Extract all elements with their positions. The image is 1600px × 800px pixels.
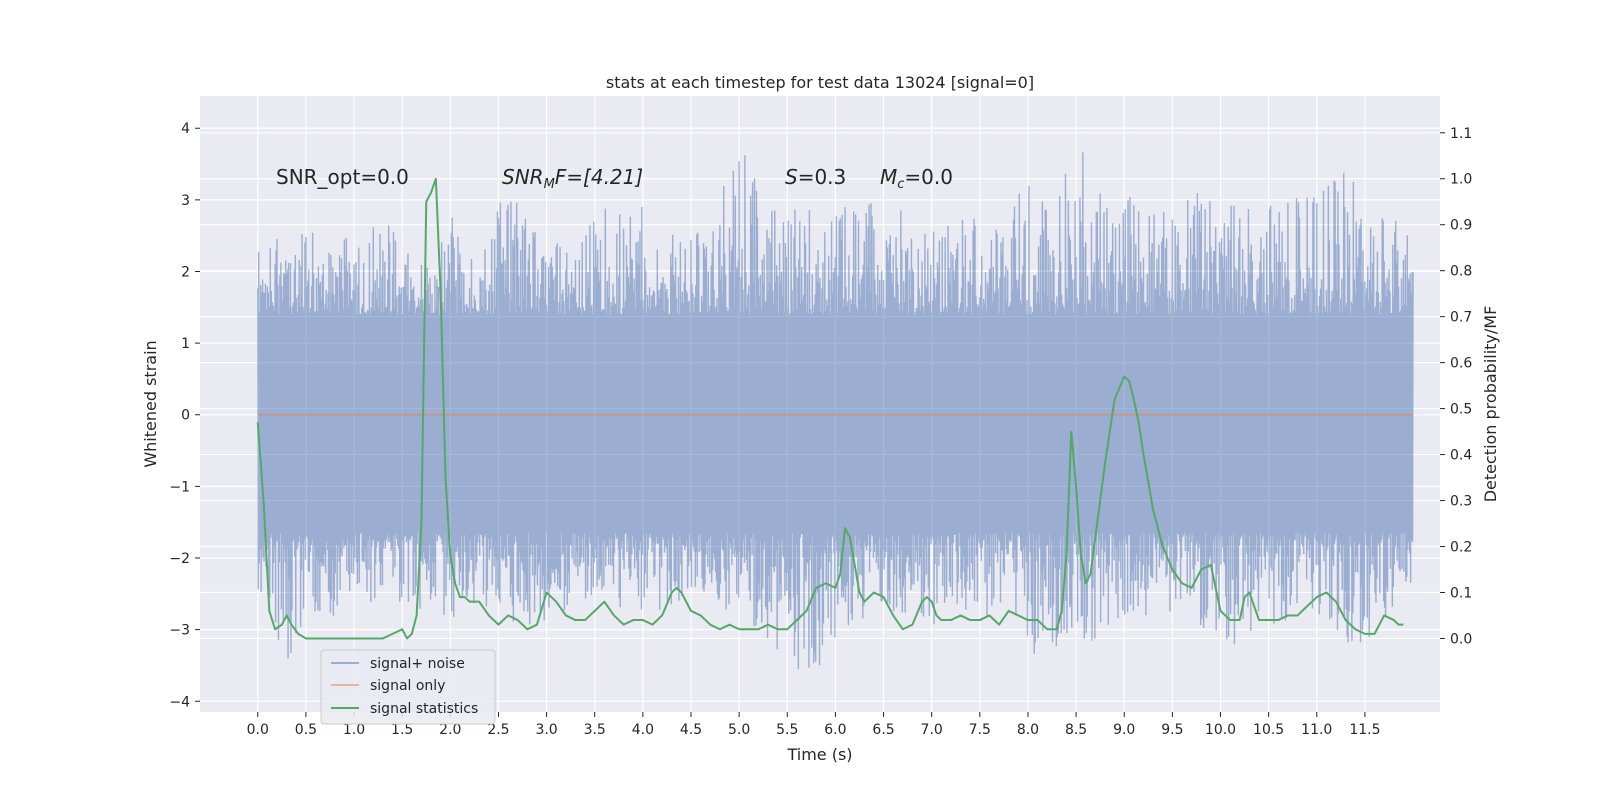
x-tick-label-22: 11.0 xyxy=(1301,722,1332,738)
x-axis-label: Time (s) xyxy=(786,745,852,764)
y-right-tick-label-11: 0.0 xyxy=(1450,631,1472,647)
y-right-tick-label-4: 0.7 xyxy=(1450,310,1472,326)
x-tick-label-11: 5.5 xyxy=(776,722,798,738)
legend: signal+ noise signal only signal statist… xyxy=(320,649,496,725)
y-right-tick-label-5: 0.6 xyxy=(1450,356,1472,372)
x-tick-label-1: 0.5 xyxy=(295,722,317,738)
x-ticks: 0.0 0.5 1.0 1.5 2.0 2.5 3.0 3.5 4.0 4.5 5.0 5.5 6.0 6… xyxy=(247,712,1380,738)
y-right-tick-label-6: 0.5 xyxy=(1450,402,1472,418)
x-tick-label-15: 7.5 xyxy=(969,722,991,738)
x-tick-label-14: 7.0 xyxy=(921,722,943,738)
annotation-s: S=0.3 xyxy=(785,165,846,189)
y-right-tick-label-10: 0.1 xyxy=(1450,585,1472,601)
x-tick-label-8: 4.0 xyxy=(632,722,654,738)
annotation-snr-mf: SNRMF=[4.21] xyxy=(502,165,643,192)
annotation-mc-sub: c xyxy=(897,177,904,192)
y-left-tick-label-6: −2 xyxy=(169,551,190,567)
x-tick-label-13: 6.5 xyxy=(872,722,894,738)
legend-box xyxy=(320,649,496,725)
signal-statistics-line xyxy=(256,177,1404,640)
x-tick-label-2: 1.0 xyxy=(343,722,365,738)
signal-noise-line xyxy=(257,152,1414,670)
annotation-mc-rest: =0.0 xyxy=(904,165,953,189)
x-tick-label-10: 5.0 xyxy=(728,722,750,738)
annotation-snr-mf-main: SNR xyxy=(502,165,544,189)
y-right-tick-label-7: 0.4 xyxy=(1450,448,1472,464)
y-left-tick-label-1: 3 xyxy=(181,193,190,209)
y-left-ticks: 4 3 2 1 0 −1 −2 −3 −4 xyxy=(169,121,200,710)
y-right-tick-label-0: 1.1 xyxy=(1450,126,1472,142)
y-left-tick-label-0: 4 xyxy=(181,121,190,137)
y-left-tick-label-3: 1 xyxy=(181,336,190,352)
y-right-tick-label-9: 0.2 xyxy=(1450,540,1472,556)
y-left-tick-label-4: 0 xyxy=(181,408,190,424)
x-tick-label-19: 9.5 xyxy=(1161,722,1183,738)
x-tick-label-20: 10.0 xyxy=(1205,722,1236,738)
x-tick-label-5: 2.5 xyxy=(487,722,509,738)
chart-title: stats at each timestep for test data 130… xyxy=(606,73,1034,92)
x-tick-label-21: 10.5 xyxy=(1253,722,1284,738)
y-right-tick-label-8: 0.3 xyxy=(1450,494,1472,510)
x-tick-label-17: 8.5 xyxy=(1065,722,1087,738)
legend-label-signal-only: signal only xyxy=(370,678,445,694)
annotation-snr-mf-sub: M xyxy=(544,177,555,192)
annotation-snr-mf-rest: F=[4.21] xyxy=(555,165,643,189)
x-tick-label-3: 1.5 xyxy=(391,722,413,738)
x-tick-label-4: 2.0 xyxy=(439,722,461,738)
x-tick-label-18: 9.0 xyxy=(1113,722,1135,738)
annotation-mc-main: M xyxy=(880,165,897,189)
x-tick-label-6: 3.0 xyxy=(535,722,557,738)
x-tick-label-7: 3.5 xyxy=(584,722,606,738)
x-tick-label-0: 0.0 xyxy=(247,722,269,738)
y-left-axis-label: Whitened strain xyxy=(141,340,160,467)
legend-label-signal-noise: signal+ noise xyxy=(370,656,465,672)
annotation-s-rest: =0.3 xyxy=(798,165,847,189)
series-signal-noise xyxy=(257,152,1414,670)
series-signal-statistics xyxy=(256,177,1404,640)
y-left-tick-label-7: −3 xyxy=(169,623,190,639)
y-right-ticks: 1.1 1.0 0.9 0.8 0.7 0.6 0.5 0.4 0.3 0.2 0.1 0.0 xyxy=(1440,126,1472,647)
legend-label-signal-statistics: signal statistics xyxy=(370,701,478,717)
y-left-tick-label-8: −4 xyxy=(169,694,190,710)
y-right-tick-label-3: 0.8 xyxy=(1450,264,1472,280)
y-left-tick-label-5: −1 xyxy=(169,479,190,495)
annotation-s-main: S xyxy=(785,165,798,189)
annotation-mc: Mc=0.0 xyxy=(880,165,953,192)
annotation-snr-opt: SNR_opt=0.0 xyxy=(276,165,409,189)
y-right-tick-label-1: 1.0 xyxy=(1450,172,1472,188)
y-left-tick-label-2: 2 xyxy=(181,264,190,280)
y-right-tick-label-2: 0.9 xyxy=(1450,218,1472,234)
x-tick-label-12: 6.0 xyxy=(824,722,846,738)
x-tick-label-23: 11.5 xyxy=(1349,722,1380,738)
x-tick-label-9: 4.5 xyxy=(680,722,702,738)
x-tick-label-16: 8.0 xyxy=(1017,722,1039,738)
y-right-axis-label: Detection probability/MF xyxy=(1481,306,1500,503)
